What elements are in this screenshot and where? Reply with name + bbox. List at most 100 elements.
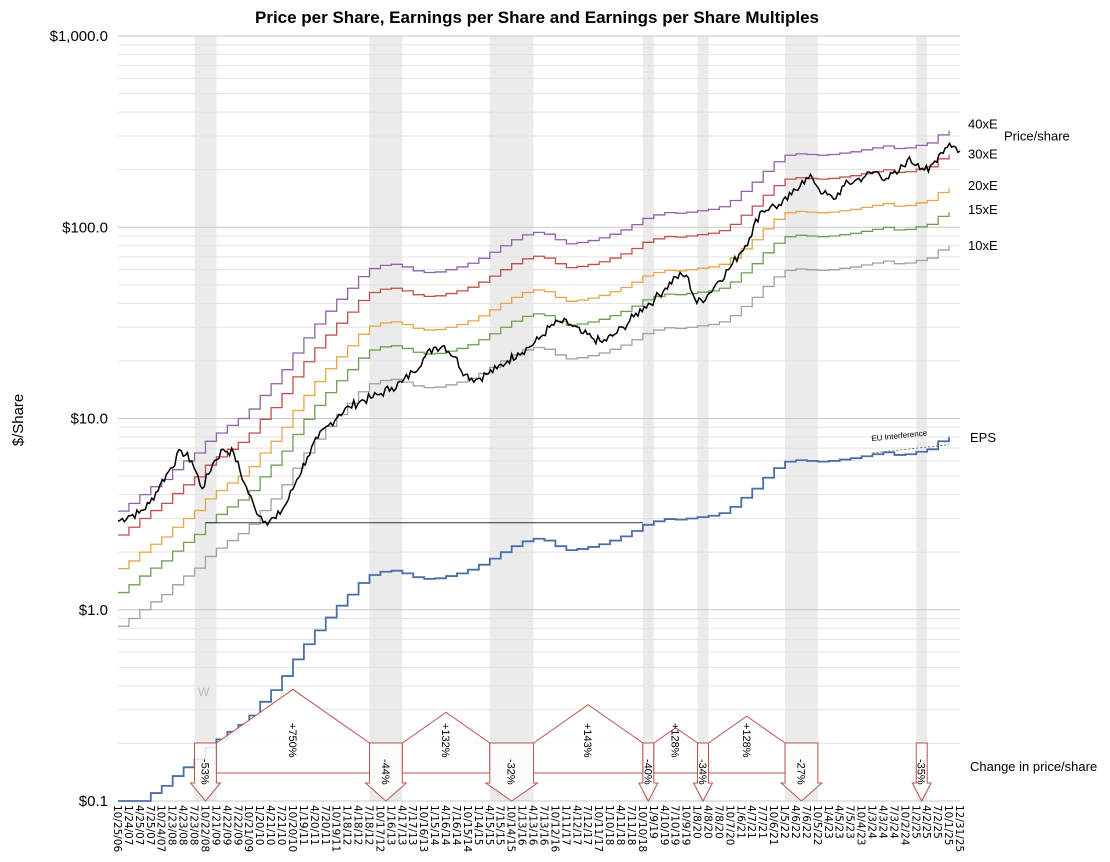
x-tick-label: 1/24/07: [122, 805, 134, 845]
x-tick-label: 1/16/13: [384, 805, 396, 845]
change-arrow: [779, 742, 824, 802]
x-tick-label: 10/21/09: [242, 805, 254, 852]
x-tick-label: 10/12/16: [548, 805, 560, 852]
x-tick-label: 7/17/13: [406, 805, 418, 845]
series-label-30xE: 30xE: [968, 147, 998, 162]
series-label-price: Price/share: [1004, 129, 1070, 144]
x-tick-label: 4/11/18: [614, 805, 626, 845]
series-label-eps: EPS: [970, 430, 996, 445]
x-tick-label: 10/22/08: [198, 805, 210, 852]
x-tick-label: 1/4/23: [822, 805, 834, 839]
x-tick-label: 7/8/20: [712, 805, 724, 839]
x-tick-label: 1/9/19: [647, 805, 659, 839]
x-tick-label: 1/21/09: [209, 805, 221, 845]
change-label: -34%: [696, 759, 708, 785]
change-label: +132%: [439, 723, 451, 758]
change-label: -53%: [198, 759, 210, 785]
eu-interference-line: [872, 444, 950, 454]
y-tick-label: $1.0: [79, 602, 108, 619]
x-tick-label: 10/6/21: [767, 805, 779, 845]
series-label-40xE: 40xE: [968, 117, 998, 132]
x-tick-label: 4/21/10: [264, 805, 276, 845]
change-arrow: [911, 742, 933, 803]
x-tick-label: 4/20/11: [308, 805, 320, 845]
x-tick-label: 10/5/22: [811, 805, 823, 845]
x-tick-label: 7/20/11: [319, 805, 331, 845]
x-tick-label: 4/5/23: [833, 805, 845, 839]
x-tick-label: 1/6/21: [734, 805, 746, 839]
series-lines: [117, 130, 961, 802]
x-tick-label: 7/13/16: [537, 805, 549, 846]
x-tick-label: 4/16/14: [439, 805, 451, 846]
x-tick-labels: 10/25/061/24/074/25/077/25/0710/24/071/2…: [111, 805, 965, 852]
y-axis-label: $/Share: [10, 394, 27, 447]
x-tick-label: 10/7/20: [723, 805, 735, 845]
w-marker-label: W: [198, 685, 210, 699]
x-tick-label: 7/6/22: [800, 805, 812, 839]
x-tick-label: 7/2/25: [931, 805, 943, 839]
x-tick-label: 4/15/15: [483, 805, 495, 845]
x-tick-label: 10/20/10: [286, 805, 298, 852]
x-tick-label: 10/4/23: [855, 805, 867, 845]
y-tick-label: $100.0: [62, 219, 108, 236]
x-tick-label: 1/3/24: [866, 805, 878, 839]
multiple-line-40xE: [118, 130, 950, 512]
x-tick-label: 4/7/21: [745, 805, 757, 839]
x-tick-label: 7/12/17: [581, 805, 593, 845]
x-tick-label: 4/12/17: [570, 805, 582, 845]
x-tick-label: 12/31/25: [953, 805, 965, 852]
change-label: +750%: [286, 723, 298, 758]
x-tick-label: 7/21/10: [275, 805, 287, 845]
x-tick-label: 4/6/22: [789, 805, 801, 839]
change-label: -35%: [915, 759, 927, 785]
change-label: -27%: [794, 759, 806, 785]
x-tick-label: 1/2/25: [909, 805, 921, 839]
x-tick-label: 10/1/25: [942, 805, 954, 845]
price-change-arrows: -53% +750% -44% +132% -32% +143% -40% +128% -34%…: [189, 688, 933, 803]
change-label: -44%: [379, 759, 391, 785]
x-tick-label: 4/25/07: [133, 805, 145, 845]
x-tick-label: 1/20/10: [253, 805, 265, 845]
x-tick-label: 1/15/14: [428, 805, 440, 846]
x-tick-label: 1/13/16: [516, 805, 528, 846]
x-tick-label: 7/7/21: [756, 805, 768, 839]
chart-title: Price per Share, Earnings per Share and …: [255, 8, 819, 27]
x-tick-label: 1/23/08: [166, 805, 178, 845]
y-tick-label: $1,000.0: [50, 28, 108, 45]
series-label-20xE: 20xE: [968, 178, 998, 193]
x-tick-label: 10/17/12: [373, 805, 385, 852]
x-tick-label: 10/10/18: [636, 805, 648, 852]
x-tick-label: 4/8/20: [701, 805, 713, 839]
x-tick-label: 4/3/24: [876, 805, 888, 839]
x-tick-label: 10/11/17: [592, 805, 604, 852]
x-tick-label: 7/25/07: [144, 805, 156, 845]
y-tick-labels: $0.1 $1.0 $10.0 $100.0 $1,000.0: [50, 28, 108, 810]
change-label: +128%: [740, 723, 752, 758]
x-tick-label: 4/17/13: [395, 805, 407, 845]
eps-line: [118, 437, 950, 802]
x-tick-label: 4/18/12: [352, 805, 364, 845]
gridlines: [118, 35, 960, 802]
x-tick-label: 1/19/11: [297, 805, 309, 845]
x-tick-label: 7/23/08: [188, 805, 200, 845]
x-tick-label: 10/24/07: [155, 805, 167, 852]
x-tick-label: 7/15/15: [494, 805, 506, 845]
x-tick-label: 1/11/17: [559, 805, 571, 845]
x-tick-label: 7/18/12: [363, 805, 375, 845]
multiple-line-10xE: [118, 245, 950, 627]
x-tick-label: 7/22/09: [231, 805, 243, 845]
x-tick-label: 4/2/25: [920, 805, 932, 839]
x-tick-label: 10/15/14: [461, 805, 473, 852]
x-tick-label: 1/14/15: [472, 805, 484, 845]
x-tick-label: 4/10/19: [658, 805, 670, 845]
x-tick-label: 7/10/19: [669, 805, 681, 845]
series-label-10xE: 10xE: [968, 238, 998, 253]
price-line: [117, 141, 961, 527]
y-tick-label: $10.0: [70, 411, 108, 428]
x-tick-label: 4/13/16: [527, 805, 539, 846]
multiple-line-20xE: [118, 188, 950, 570]
change-label: +143%: [581, 723, 593, 758]
x-tick-label: 7/11/18: [625, 805, 637, 845]
x-tick-label: 7/3/24: [887, 805, 899, 839]
